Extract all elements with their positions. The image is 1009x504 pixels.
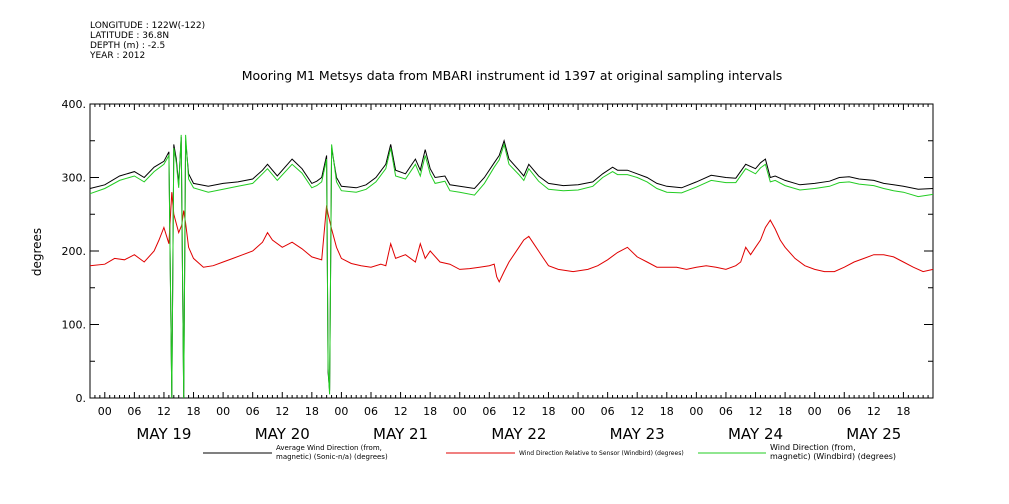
x-axis-labels: 00 06 12 18 MAY 19 00 06 12 18 MAY 20 00 06 12 18 MAY … (98, 405, 911, 443)
metadata-block: LONGITUDE : 122W(-122) LATITUDE : 36.8N … (90, 21, 205, 61)
x-hour-label: 12 (512, 405, 526, 418)
x-hour-label: 00 (689, 405, 703, 418)
y-axis-label: degrees (30, 228, 44, 276)
x-day-label: MAY 22 (491, 425, 546, 443)
x-hour-label: 18 (660, 405, 674, 418)
depth-text: DEPTH (m) : -2.5 (90, 41, 166, 51)
x-hour-label: 18 (778, 405, 792, 418)
x-hour-label: 06 (364, 405, 378, 418)
x-hour-label: 06 (837, 405, 851, 418)
x-day-label: MAY 25 (846, 425, 901, 443)
x-hour-label: 18 (187, 405, 201, 418)
legend-label-1: Average Wind Direction (from, magnetic) (… (276, 444, 388, 461)
series-layer (89, 134, 934, 399)
x-hour-label: 00 (808, 405, 822, 418)
x-hour-label: 12 (749, 405, 763, 418)
plot-axes: 0. 100. 200. 300. 400. (62, 98, 934, 405)
x-hour-label: 00 (216, 405, 230, 418)
x-hour-label: 00 (453, 405, 467, 418)
longitude-text: LONGITUDE : 122W(-122) (90, 21, 206, 31)
series-line-1 (89, 137, 934, 399)
x-hour-label: 06 (482, 405, 496, 418)
x-hour-label: 06 (601, 405, 615, 418)
x-hour-label: 12 (157, 405, 171, 418)
series-line-2 (89, 192, 934, 284)
x-hour-label: 06 (246, 405, 260, 418)
x-day-label: MAY 19 (136, 425, 191, 443)
x-hour-label: 18 (423, 405, 437, 418)
latitude-text: LATITUDE : 36.8N (90, 31, 170, 41)
x-hour-label: 12 (394, 405, 408, 418)
x-hour-label: 12 (275, 405, 289, 418)
x-hour-label: 18 (541, 405, 555, 418)
year-text: YEAR : 2012 (90, 51, 146, 61)
y-tick-label: 300. (62, 172, 87, 185)
x-hour-label: 18 (896, 405, 910, 418)
plot-frame (89, 103, 934, 399)
x-day-label: MAY 21 (373, 425, 428, 443)
x-hour-label: 12 (867, 405, 881, 418)
x-hour-label: 00 (98, 405, 112, 418)
x-hour-label: 00 (571, 405, 585, 418)
y-tick-label: 100. (62, 319, 87, 332)
x-day-label: MAY 24 (728, 425, 783, 443)
series-line-3 (89, 134, 934, 399)
legend-label-3: Wind Direction (from, magnetic) (Windbird… (770, 443, 896, 461)
y-tick-label: 0. (76, 392, 87, 405)
x-hour-label: 12 (630, 405, 644, 418)
x-hour-label: 06 (127, 405, 141, 418)
legend-label-2: Wind Direction Relative to Sensor (Windb… (519, 450, 684, 457)
x-hour-label: 00 (334, 405, 348, 418)
legend: Average Wind Direction (from, magnetic) (… (203, 443, 896, 461)
x-day-label: MAY 23 (610, 425, 665, 443)
x-hour-label: 06 (719, 405, 733, 418)
chart-title: Mooring M1 Metsys data from MBARI instru… (242, 68, 783, 83)
x-day-label: MAY 20 (255, 425, 310, 443)
x-hour-label: 18 (305, 405, 319, 418)
y-tick-label: 400. (62, 98, 87, 111)
y-tick-label: 200. (62, 245, 87, 258)
